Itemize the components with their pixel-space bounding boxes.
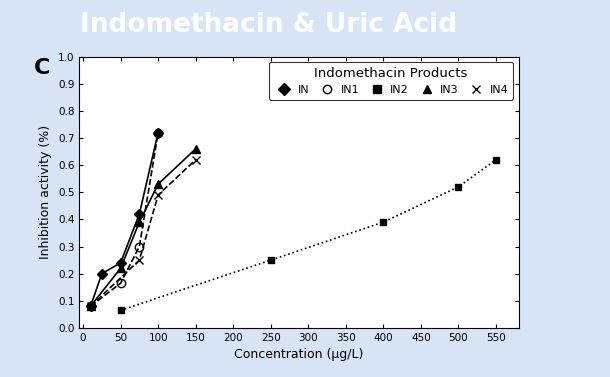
Legend: IN, IN1, IN2, IN3, IN4: IN, IN1, IN2, IN3, IN4 (269, 62, 513, 100)
X-axis label: Concentration (μg/L): Concentration (μg/L) (234, 348, 364, 362)
Text: Indomethacin & Uric Acid: Indomethacin & Uric Acid (80, 12, 457, 38)
Text: C: C (34, 58, 50, 78)
Y-axis label: Inhibition activity (%): Inhibition activity (%) (40, 125, 52, 259)
